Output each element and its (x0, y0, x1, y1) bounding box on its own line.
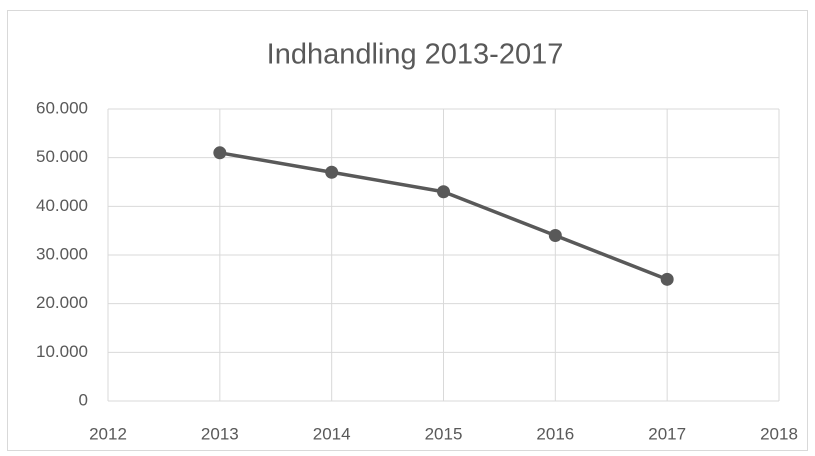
data-point (660, 272, 674, 286)
data-point (325, 165, 339, 179)
y-tick-label: 50.000 (36, 147, 88, 166)
y-tick-label: 60.000 (36, 98, 88, 117)
y-tick-label: 10.000 (36, 342, 88, 361)
data-point (213, 146, 227, 160)
y-tick-label: 30.000 (36, 244, 88, 263)
x-tick-label: 2015 (425, 424, 463, 443)
x-tick-label: 2018 (760, 424, 798, 443)
y-tick-label: 40.000 (36, 196, 88, 215)
x-tick-label: 2016 (536, 424, 574, 443)
x-tick-label: 2017 (648, 424, 686, 443)
data-point (548, 229, 562, 243)
chart-title: Indhandling 2013-2017 (267, 39, 564, 71)
y-tick-label: 20.000 (36, 293, 88, 312)
chart-border (7, 10, 808, 451)
x-tick-label: 2014 (313, 424, 351, 443)
x-tick-label: 2012 (89, 424, 127, 443)
data-point (437, 185, 450, 199)
x-tick-label: 2013 (201, 424, 239, 443)
y-tick-label: 0 (79, 390, 88, 409)
